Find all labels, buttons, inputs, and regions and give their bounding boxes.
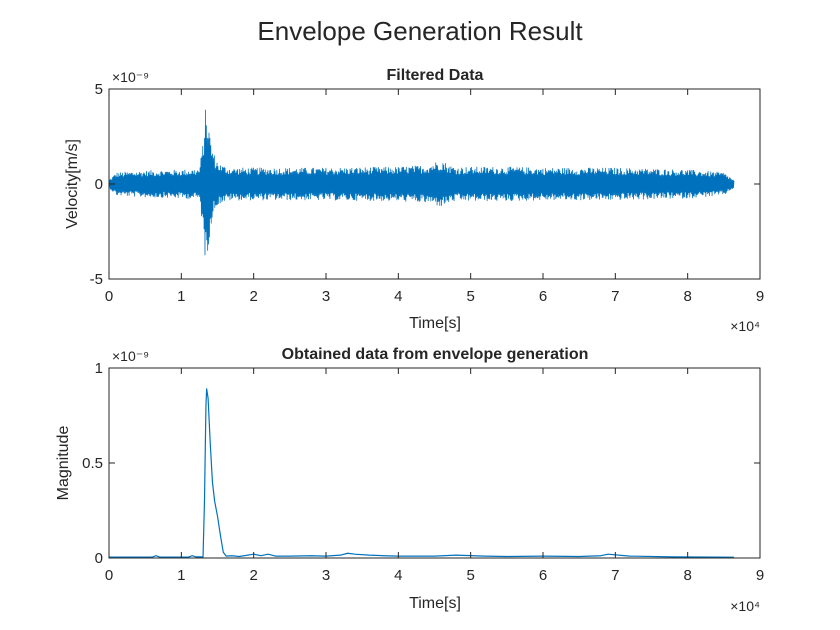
x-tick-label: 7 — [611, 567, 619, 584]
x-tick-label: 6 — [539, 288, 547, 305]
x-tick-label: 5 — [466, 567, 474, 584]
x-tick-label: 9 — [756, 288, 764, 305]
panel-filtered-data: Filtered Data ×10⁻⁹ ×10⁴ Time[s] Velocit… — [64, 67, 764, 334]
y-axis-label-bottom: Magnitude — [55, 426, 72, 501]
x-axis-label-bottom: Time[s] — [409, 595, 461, 612]
y-tick-label: 0 — [95, 176, 103, 193]
x-tick-label: 4 — [394, 288, 402, 305]
y-tick-label: 0.5 — [82, 455, 103, 472]
x-tick-label: 7 — [611, 288, 619, 305]
y-axis-label-top: Velocity[m/s] — [64, 139, 81, 229]
series-line-1-0 — [109, 388, 734, 558]
x-tick-label: 3 — [322, 567, 330, 584]
x-axis-label-top: Time[s] — [409, 315, 461, 332]
x-tick-label: 1 — [177, 288, 185, 305]
x-tick-label: 4 — [394, 567, 402, 584]
figure-title: Envelope Generation Result — [257, 16, 583, 46]
x-tick-label: 0 — [105, 567, 113, 584]
y-tick-label: 0 — [95, 550, 103, 567]
panel-envelope-data: Obtained data from envelope generation ×… — [55, 346, 764, 614]
y-tick-label: -5 — [90, 271, 103, 288]
series-line-0-0 — [108, 109, 735, 256]
x-tick-label: 0 — [105, 288, 113, 305]
x-exponent-label-bottom: ×10⁴ — [730, 598, 760, 614]
y-exponent-label-top: ×10⁻⁹ — [112, 69, 149, 85]
x-tick-label: 2 — [249, 288, 257, 305]
x-tick-label: 8 — [683, 567, 691, 584]
y-tick-label: 5 — [95, 81, 103, 98]
panel-title-envelope: Obtained data from envelope generation — [282, 346, 589, 363]
panel-title-filtered: Filtered Data — [387, 67, 484, 84]
y-tick-label: 1 — [95, 360, 103, 377]
x-tick-label: 1 — [177, 567, 185, 584]
y-exponent-label-bottom: ×10⁻⁹ — [112, 348, 149, 364]
x-tick-label: 3 — [322, 288, 330, 305]
x-tick-label: 5 — [466, 288, 474, 305]
plot-area — [109, 368, 760, 558]
x-tick-label: 2 — [249, 567, 257, 584]
x-tick-label: 8 — [683, 288, 691, 305]
x-tick-label: 9 — [756, 567, 764, 584]
x-tick-label: 6 — [539, 567, 547, 584]
x-exponent-label-top: ×10⁴ — [730, 318, 760, 334]
